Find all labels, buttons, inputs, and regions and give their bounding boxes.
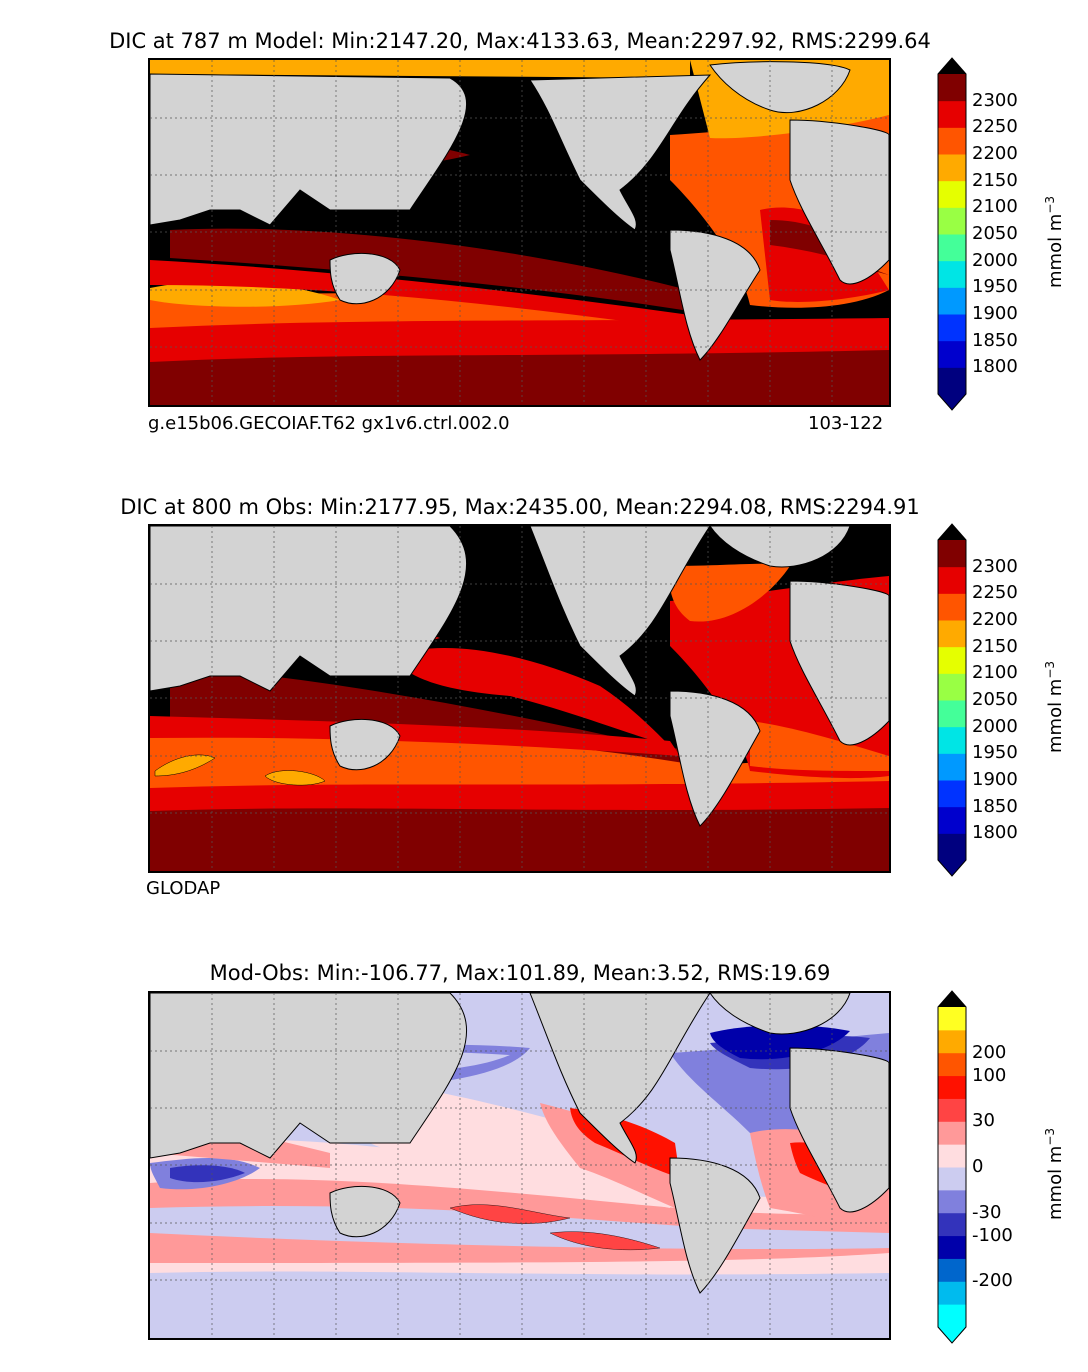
colorbar-diff: [937, 990, 967, 1344]
colorbar-segment: [938, 1121, 966, 1145]
colorbar-tick-label: 100: [972, 1064, 1007, 1086]
panel-title: DIC at 800 m Obs: Min:2177.95, Max:2435.…: [120, 495, 920, 519]
dataset-caption: GLODAP: [146, 878, 221, 899]
colorbar-tick-label: 2250: [972, 582, 1018, 604]
colorbar-tick-label: 2300: [972, 555, 1018, 577]
colorbar-tick-label: 1800: [972, 822, 1018, 844]
colorbar-tick-label: 1900: [972, 769, 1018, 790]
colorbar-tick-label: 2250: [972, 116, 1018, 138]
colorbar-segment: [938, 620, 966, 648]
panel-obs: DIC at 800 m Obs: Min:2177.95, Max:2435.…: [120, 495, 1066, 899]
colorbar-segment: [938, 593, 966, 621]
colorbar-segment: [938, 566, 966, 594]
colorbar-tick-label: 1950: [972, 742, 1018, 764]
colorbar-segment: [938, 340, 966, 368]
colorbar-model: [937, 57, 967, 411]
colorbar-tick-label: -100: [972, 1224, 1013, 1246]
colorbar-segment: [938, 260, 966, 288]
colorbar-tick-label: 2050: [972, 689, 1018, 710]
colorbar-tick-label: 1800: [972, 356, 1018, 378]
colorbar-segment: [938, 1235, 966, 1259]
colorbar-segment: [938, 287, 966, 315]
colorbar-obs: [937, 523, 967, 877]
colorbar-segment: [938, 180, 966, 208]
colorbar-over-arrow: [938, 991, 966, 1007]
colorbar-tick-label: 2050: [972, 223, 1018, 244]
colorbar-tick-label: 2000: [972, 715, 1018, 737]
colorbar-under-arrow: [938, 394, 966, 410]
colorbar-over-arrow: [938, 524, 966, 540]
colorbar-segment: [938, 1144, 966, 1168]
colorbar-tick-label: 2100: [972, 196, 1018, 218]
colorbar-segment: [938, 540, 966, 568]
colorbar-tick-label: 200: [972, 1041, 1007, 1063]
colorbar-tick-label: 2150: [972, 635, 1018, 657]
colorbar-tick-label: 2300: [972, 89, 1018, 111]
colorbar-segment: [938, 1304, 966, 1328]
colorbar-segment: [938, 1167, 966, 1191]
panel-title: DIC at 787 m Model: Min:2147.20, Max:413…: [109, 29, 931, 53]
colorbar-segment: [938, 753, 966, 781]
colorbar-segment: [938, 1189, 966, 1214]
colorbar-segment: [938, 74, 966, 102]
colorbar-tick-label: 1950: [972, 276, 1018, 298]
colorbar-segment: [938, 780, 966, 808]
colorbar-tick-label: 2100: [972, 662, 1018, 684]
colorbar-segment: [938, 1007, 966, 1031]
colorbar-under-arrow: [938, 860, 966, 876]
colorbar-segment: [938, 367, 966, 395]
colorbar-tick-label: 2200: [972, 143, 1018, 164]
colorbar-tick-label: -200: [972, 1270, 1013, 1292]
colorbar-segment: [938, 1281, 966, 1305]
colorbar-segment: [938, 700, 966, 728]
colorbar-segment: [938, 726, 966, 754]
colorbar-tick-label: 1850: [972, 329, 1018, 351]
colorbar-tick-label: 2000: [972, 249, 1018, 271]
panel-model: DIC at 787 m Model: Min:2147.20, Max:413…: [0, 0, 1088, 460]
colorbar-segment: [938, 234, 966, 262]
colorbar-over-arrow: [938, 58, 966, 74]
colorbar-segment: [938, 314, 966, 342]
colorbar-under-arrow: [938, 1327, 966, 1343]
colorbar-tick-label: 1900: [972, 303, 1018, 324]
colorbar-tick-label: 2200: [972, 609, 1018, 630]
colorbar-segment: [938, 1098, 966, 1122]
map-model: [148, 58, 891, 407]
colorbar-segment: [938, 1212, 966, 1237]
panel-title: Mod-Obs: Min:-106.77, Max:101.89, Mean:3…: [209, 961, 831, 985]
colorbar-segment: [938, 207, 966, 235]
colorbar-segment: [938, 1258, 966, 1282]
colorbar-segment: [938, 100, 966, 128]
colorbar-segment: [938, 1075, 966, 1099]
colorbar-segment: [938, 1052, 966, 1077]
run-name-caption: g.e15b06.GECOIAF.T62 gx1v6.ctrl.002.0: [148, 413, 510, 434]
colorbar-segment: [938, 646, 966, 674]
colorbar-segment: [938, 154, 966, 182]
colorbar-tick-label: 2150: [972, 169, 1018, 191]
colorbar-tick-label: 1850: [972, 795, 1018, 817]
colorbar-segment: [938, 127, 966, 155]
map-diff: [148, 991, 891, 1340]
colorbar-segment: [938, 1029, 966, 1054]
colorbar-segment: [938, 833, 966, 861]
colorbar-tick-label: 30: [972, 1110, 995, 1132]
map-obs: [148, 524, 891, 873]
colorbar-segment: [938, 673, 966, 701]
colorbar-tick-label: -30: [972, 1201, 1002, 1223]
colorbar-unit: mmol m−3: [1043, 1127, 1066, 1220]
colorbar-segment: [938, 806, 966, 834]
years-caption: 103-122: [808, 413, 884, 434]
colorbar-tick-label: 0: [972, 1156, 984, 1177]
